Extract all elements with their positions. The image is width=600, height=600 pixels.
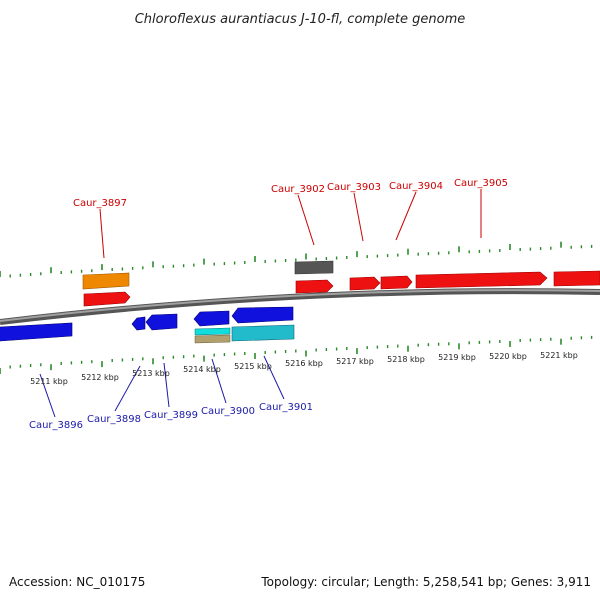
leader-caur-3903 <box>353 192 364 242</box>
leader-caur-3901 <box>263 355 285 400</box>
label-caur-3900[interactable]: Caur_3900 <box>201 406 255 417</box>
cds-next-arrow[interactable] <box>553 270 600 287</box>
cds-caur-3903-arrow[interactable] <box>349 276 381 291</box>
leader-caur-3898 <box>114 365 141 412</box>
leader-caur-3900 <box>211 358 227 404</box>
leader-caur-3896 <box>39 373 56 418</box>
cds-caur-3905-arrow[interactable] <box>415 271 548 289</box>
leader-caur-3902 <box>297 194 315 246</box>
kbp-label-5215: 5215 kbp <box>234 362 272 371</box>
cds-caur-3897-arrow[interactable] <box>83 291 131 307</box>
kbp-label-5212: 5212 kbp <box>81 373 119 382</box>
label-caur-3903[interactable]: Caur_3903 <box>327 182 381 193</box>
gene-caur-3897-bar[interactable] <box>82 272 130 290</box>
forward-strand-features <box>82 260 600 307</box>
label-caur-3899[interactable]: Caur_3899 <box>144 410 198 421</box>
cds-caur-3896-arrow[interactable] <box>0 322 73 342</box>
genome-backbone <box>0 288 600 325</box>
cds-caur-3901-arrow[interactable] <box>231 306 294 324</box>
label-caur-3904[interactable]: Caur_3904 <box>389 181 443 192</box>
kbp-label-5214: 5214 kbp <box>183 365 221 374</box>
gene-caur-3902-bar[interactable] <box>294 260 334 275</box>
cds-caur-3904-arrow[interactable] <box>380 275 413 290</box>
upper-tick-row <box>0 241 593 278</box>
genome-backbone-highlight <box>0 289 600 322</box>
label-caur-3898[interactable]: Caur_3898 <box>87 414 141 425</box>
kbp-label-5220: 5220 kbp <box>489 352 527 361</box>
reverse-strand-features <box>0 306 295 344</box>
kbp-label-5218: 5218 kbp <box>387 355 425 364</box>
gene-caur-3900-bar[interactable] <box>194 327 231 336</box>
map-title: Chloroflexus aurantiacus J-10-fl, comple… <box>135 12 466 27</box>
label-caur-3905[interactable]: Caur_3905 <box>454 178 508 189</box>
label-caur-3897[interactable]: Caur_3897 <box>73 198 127 209</box>
kbp-label-5211: 5211 kbp <box>30 377 68 386</box>
kbp-label-5221: 5221 kbp <box>540 351 578 360</box>
kbp-label-5213: 5213 kbp <box>132 369 170 378</box>
label-caur-3902[interactable]: Caur_3902 <box>271 184 325 195</box>
kbp-label-5219: 5219 kbp <box>438 353 476 362</box>
cds-caur-3900-arrow[interactable] <box>193 310 230 327</box>
label-caur-3896[interactable]: Caur_3896 <box>29 420 83 431</box>
leader-caur-3904 <box>395 191 417 241</box>
cds-caur-3902-arrow[interactable] <box>295 279 334 294</box>
label-caur-3901[interactable]: Caur_3901 <box>259 402 313 413</box>
kbp-scale-labels: 5211 kbp 5212 kbp 5213 kbp 5214 kbp 5215… <box>30 351 578 386</box>
leader-caur-3897 <box>99 208 105 259</box>
cds-caur-3899-arrow[interactable] <box>145 313 178 331</box>
forward-gene-labels: Caur_3897 Caur_3902 Caur_3903 Caur_3904 … <box>73 178 508 259</box>
topology-text: Topology: circular; Length: 5,258,541 bp… <box>260 575 591 589</box>
cds-caur-3898-arrow[interactable] <box>131 316 146 331</box>
misc-feature-caur-3900-bar[interactable] <box>194 334 231 344</box>
leader-caur-3899 <box>163 362 170 408</box>
kbp-label-5216: 5216 kbp <box>285 359 323 368</box>
accession-text: Accession: NC_010175 <box>9 575 145 589</box>
reverse-gene-labels: Caur_3896 Caur_3898 Caur_3899 Caur_3900 … <box>29 355 313 431</box>
lower-tick-row <box>0 335 593 374</box>
gene-caur-3901-bar[interactable] <box>231 324 295 342</box>
kbp-label-5217: 5217 kbp <box>336 357 374 366</box>
